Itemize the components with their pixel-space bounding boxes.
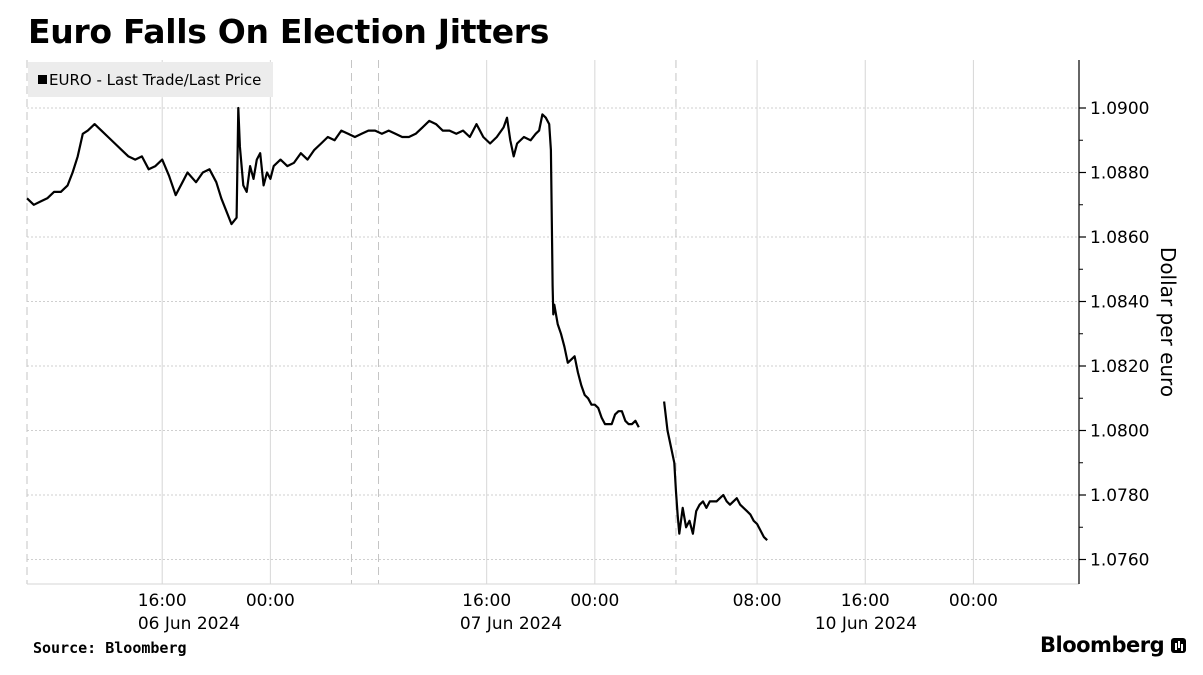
y-axis-ticks: 1.0900 1.0880 1.0860 1.0840 1.0820 1.0800 1.07… [1079, 99, 1149, 571]
y-tick-label: 1.0880 [1090, 164, 1149, 184]
x-tick-date-label: 10 Jun 2024 [815, 614, 917, 634]
legend-swatch [38, 75, 47, 84]
bloomberg-chart-icon [1171, 637, 1187, 653]
y-tick-label: 1.0820 [1090, 357, 1149, 377]
y-tick-label: 1.0840 [1090, 293, 1149, 313]
series-line [26, 106, 640, 428]
y-tick-label: 1.0860 [1090, 228, 1149, 248]
x-tick-date-label: 07 Jun 2024 [460, 614, 562, 634]
y-tick-label: 1.0780 [1090, 486, 1149, 506]
x-tick-time-label: 00:00 [949, 591, 998, 611]
legend-label: EURO - Last Trade/Last Price [49, 70, 262, 89]
x-tick-time-label: 16:00 [462, 591, 511, 611]
x-axis-ticks: 16:00 06 Jun 2024 00:00 16:00 07 Jun 2024 00:… [138, 591, 998, 634]
x-tick-time-label: 16:00 [841, 591, 890, 611]
series-line [663, 401, 768, 541]
x-tick-time-label: 16:00 [138, 591, 187, 611]
chart-title: Euro Falls On Election Jitters [28, 12, 550, 51]
y-tick-label: 1.0900 [1090, 99, 1149, 119]
x-tick-time-label: 00:00 [570, 591, 619, 611]
vertical-gridlines [26, 60, 1079, 585]
x-tick-time-label: 08:00 [733, 591, 782, 611]
x-tick-time-label: 00:00 [246, 591, 295, 611]
x-tick-date-label: 06 Jun 2024 [138, 614, 240, 634]
y-axis-label: Dollar per euro [1156, 246, 1180, 398]
legend: EURO - Last Trade/Last Price [28, 62, 274, 97]
bloomberg-logo: Bloomberg [1040, 633, 1187, 657]
series-lines [26, 106, 768, 541]
source-note: Source: Bloomberg [33, 639, 187, 657]
y-tick-label: 1.0800 [1090, 422, 1149, 442]
y-tick-label: 1.0760 [1090, 551, 1149, 571]
brand-label: Bloomberg [1040, 633, 1165, 657]
